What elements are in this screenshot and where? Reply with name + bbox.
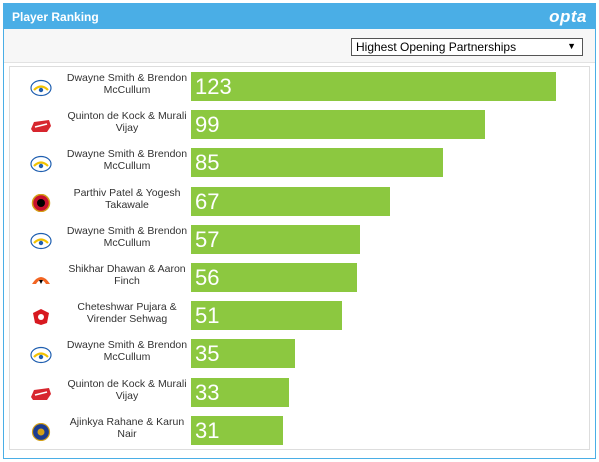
kings-xi-punjab-logo-icon xyxy=(30,308,52,326)
partnership-label: Quinton de Kock & Murali Vijay xyxy=(67,110,187,135)
partnership-label: Dwayne Smith & Brendon McCullum xyxy=(66,339,188,364)
ranking-type-selected-value: Highest Opening Partnerships xyxy=(356,40,517,54)
partnership-bar: 85 xyxy=(191,148,443,178)
partnership-bar: 67 xyxy=(191,186,390,216)
partnership-label: Quinton de Kock & Murali Vijay xyxy=(67,377,187,402)
ranking-row: Quinton de Kock & Murali Vijay 99 xyxy=(10,107,589,145)
partnership-label: Shikhar Dhawan & Aaron Finch xyxy=(68,263,186,287)
chennai-super-kings-logo-icon xyxy=(30,346,52,364)
royal-challengers-bangalore-logo-icon xyxy=(30,193,52,212)
ranking-chart: Dwayne Smith & Brendon McCullum 123 Quinto… xyxy=(9,66,590,450)
partnership-label: Cheteshwar Pujara & Virender Sehwag xyxy=(77,301,177,326)
dropdown-arrow-icon[interactable]: ▼ xyxy=(567,41,576,51)
widget-header: Player Ranking opta xyxy=(4,4,595,29)
ranking-row: Dwayne Smith & Brendon McCullum 123 xyxy=(10,69,589,107)
partnership-runs-value: 85 xyxy=(195,150,220,176)
opta-logo: opta xyxy=(549,6,587,26)
ranking-row: Ajinkya Rahane & Karun Nair 31 xyxy=(10,413,589,451)
ranking-row: Dwayne Smith & Brendon McCullum 57 xyxy=(10,222,589,260)
partnership-label: Dwayne Smith & Brendon McCullum xyxy=(66,148,188,173)
partnership-label: Parthiv Patel & Yogesh Takawale xyxy=(73,186,181,211)
partnership-runs-value: 123 xyxy=(195,74,232,99)
rajasthan-royals-logo-icon xyxy=(30,422,52,441)
ranking-row: Shikhar Dhawan & Aaron Finch 56 xyxy=(10,260,589,298)
ranking-row: Cheteshwar Pujara & Virender Sehwag 51 xyxy=(10,298,589,336)
partnership-bar: 31 xyxy=(191,415,283,445)
toolbar: Highest Opening Partnerships ▼ xyxy=(4,29,595,63)
chennai-super-kings-logo-icon xyxy=(30,232,52,250)
partnership-bar: 56 xyxy=(191,263,357,292)
partnership-runs-value: 67 xyxy=(195,188,220,214)
partnership-label: Ajinkya Rahane & Karun Nair xyxy=(69,415,185,440)
partnership-bar: 99 xyxy=(191,110,485,140)
chennai-super-kings-logo-icon xyxy=(30,155,52,173)
ranking-row: Dwayne Smith & Brendon McCullum 35 xyxy=(10,336,589,374)
sunrisers-hyderabad-logo-icon xyxy=(30,270,52,288)
ranking-row: Parthiv Patel & Yogesh Takawale 67 xyxy=(10,184,589,222)
delhi-daredevils-logo-icon xyxy=(30,385,52,403)
partnership-runs-value: 35 xyxy=(195,341,220,367)
partnership-bar: 51 xyxy=(191,301,342,331)
partnership-bar: 57 xyxy=(191,224,360,254)
partnership-label: Dwayne Smith & Brendon McCullum xyxy=(66,224,188,249)
partnership-runs-value: 57 xyxy=(195,226,220,252)
player-ranking-widget: Player Ranking opta Highest Opening Part… xyxy=(3,3,596,459)
partnership-runs-value: 31 xyxy=(195,417,220,443)
ranking-row: Dwayne Smith & Brendon McCullum 85 xyxy=(10,145,589,183)
partnership-label: Dwayne Smith & Brendon McCullum xyxy=(66,72,188,96)
partnership-bar: 35 xyxy=(191,339,295,369)
partnership-runs-value: 33 xyxy=(195,379,220,405)
ranking-row: Quinton de Kock & Murali Vijay 33 xyxy=(10,375,589,413)
partnership-runs-value: 56 xyxy=(195,265,220,290)
widget-title: Player Ranking xyxy=(12,9,99,24)
partnership-bar: 123 xyxy=(191,72,556,101)
delhi-daredevils-logo-icon xyxy=(30,117,52,135)
chennai-super-kings-logo-icon xyxy=(30,79,52,97)
partnership-bar: 33 xyxy=(191,377,289,407)
ranking-type-select[interactable]: Highest Opening Partnerships ▼ xyxy=(351,38,583,56)
partnership-runs-value: 99 xyxy=(195,112,220,138)
partnership-runs-value: 51 xyxy=(195,303,220,329)
